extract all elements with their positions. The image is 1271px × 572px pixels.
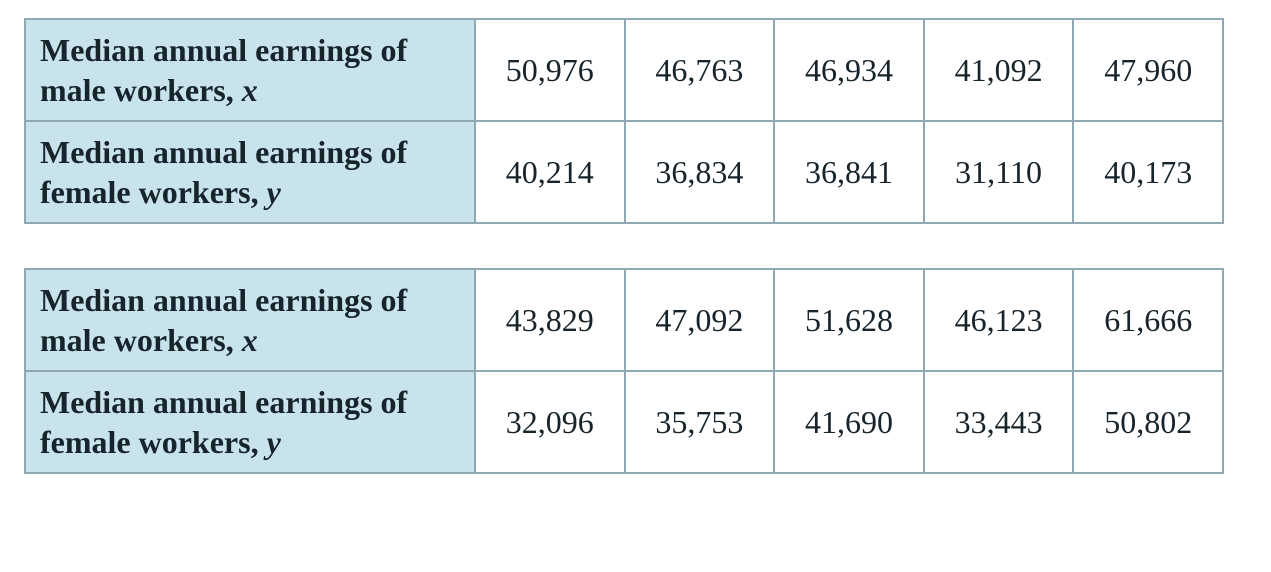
cell: 36,841 (774, 121, 924, 223)
cell: 46,763 (625, 19, 775, 121)
cell: 35,753 (625, 371, 775, 473)
cell: 46,934 (774, 19, 924, 121)
table-row: Median annual earnings of male workers, … (25, 269, 1223, 371)
row-header-var: y (267, 424, 281, 460)
cell: 51,628 (774, 269, 924, 371)
row-header-var: x (242, 322, 258, 358)
table-row: Median annual earnings of female workers… (25, 121, 1223, 223)
cell: 40,214 (475, 121, 625, 223)
table-row: Median annual earnings of male workers, … (25, 19, 1223, 121)
row-header-text: Median annual earnings of female workers… (40, 134, 407, 210)
earnings-table-1: Median annual earnings of male workers, … (24, 18, 1224, 224)
cell: 32,096 (475, 371, 625, 473)
cell: 41,690 (774, 371, 924, 473)
cell: 50,802 (1073, 371, 1223, 473)
earnings-table-2: Median annual earnings of male workers, … (24, 268, 1224, 474)
row-header-text: Median annual earnings of male workers, (40, 282, 407, 358)
cell: 47,092 (625, 269, 775, 371)
cell: 41,092 (924, 19, 1074, 121)
tables-container: Median annual earnings of male workers, … (24, 18, 1247, 474)
row-header-female: Median annual earnings of female workers… (25, 121, 475, 223)
cell: 47,960 (1073, 19, 1223, 121)
cell: 61,666 (1073, 269, 1223, 371)
cell: 31,110 (924, 121, 1074, 223)
row-header-var: x (242, 72, 258, 108)
cell: 46,123 (924, 269, 1074, 371)
cell: 40,173 (1073, 121, 1223, 223)
row-header-male: Median annual earnings of male workers, … (25, 269, 475, 371)
row-header-text: Median annual earnings of male workers, (40, 32, 407, 108)
row-header-female: Median annual earnings of female workers… (25, 371, 475, 473)
table-row: Median annual earnings of female workers… (25, 371, 1223, 473)
cell: 36,834 (625, 121, 775, 223)
cell: 50,976 (475, 19, 625, 121)
cell: 43,829 (475, 269, 625, 371)
row-header-male: Median annual earnings of male workers, … (25, 19, 475, 121)
row-header-var: y (267, 174, 281, 210)
cell: 33,443 (924, 371, 1074, 473)
row-header-text: Median annual earnings of female workers… (40, 384, 407, 460)
